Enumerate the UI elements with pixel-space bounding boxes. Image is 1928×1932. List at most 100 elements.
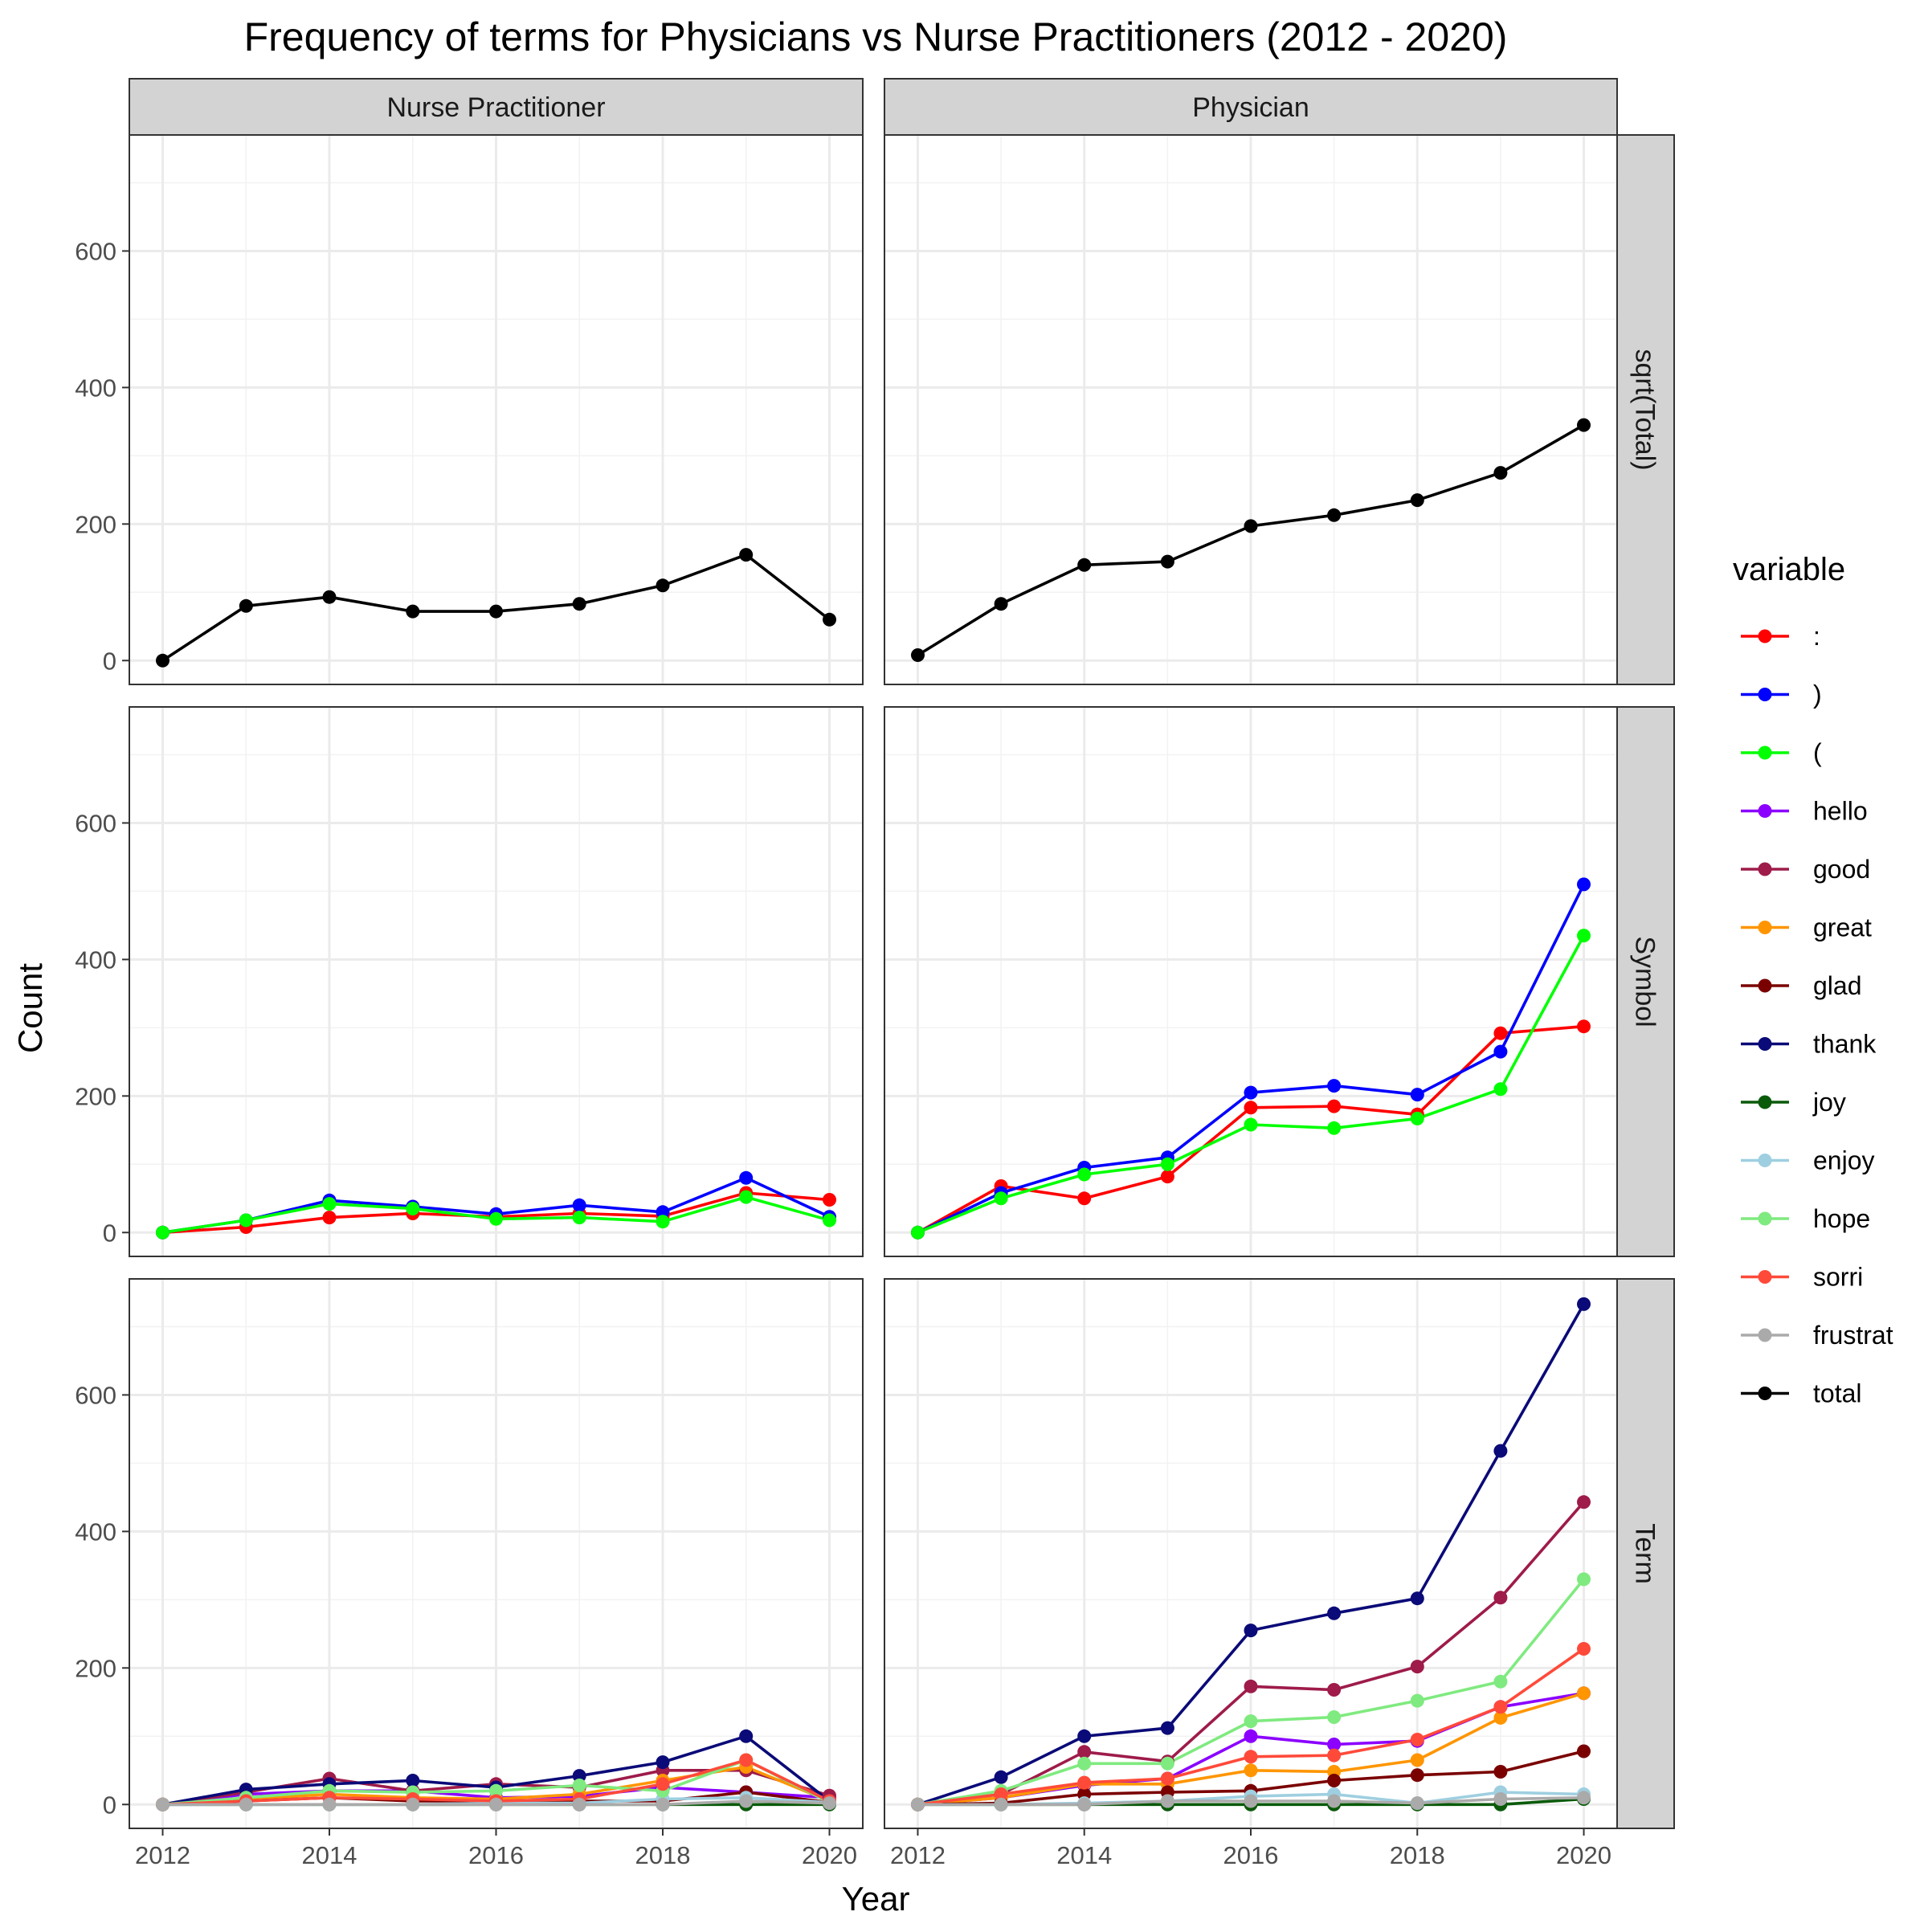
legend-item: sorri (1741, 1263, 1863, 1292)
data-point-good (1327, 1683, 1342, 1697)
data-point-total (823, 612, 836, 627)
row-strip-background (1616, 1278, 1675, 1829)
data-point-( (406, 1202, 420, 1215)
data-point-thank (1244, 1624, 1258, 1638)
column-strip-label: Physician (1192, 92, 1309, 123)
panel-border (129, 134, 864, 685)
data-point-hope (1327, 1710, 1342, 1724)
data-point-( (911, 1225, 925, 1240)
data-point-frustrat (656, 1797, 670, 1812)
data-point-: (1077, 1191, 1092, 1206)
legend-label: sorri (1813, 1263, 1863, 1292)
data-point-sorri (739, 1753, 754, 1767)
legend-key-point (1758, 1328, 1772, 1342)
data-point-( (1077, 1167, 1092, 1182)
data-point-great (1244, 1763, 1258, 1778)
x-tick-label: 2018 (1390, 1841, 1445, 1869)
row-strip-label: Term (1630, 1523, 1660, 1584)
data-point-( (489, 1211, 503, 1226)
legend-key-point (1758, 1211, 1772, 1226)
panel (884, 706, 1618, 1257)
data-point-thank (1160, 1721, 1174, 1735)
legend-label: total (1813, 1379, 1861, 1408)
legend-key-point (1758, 1095, 1772, 1109)
legend-label: : (1813, 622, 1820, 651)
row-strip-background (1616, 706, 1675, 1257)
legend-key-point (1758, 1037, 1772, 1051)
data-point-frustrat (1077, 1797, 1092, 1812)
legend-label: ( (1813, 738, 1822, 767)
data-point-total (1160, 554, 1174, 569)
panel (884, 1278, 1618, 1829)
column-strip: Nurse Practitioner (129, 78, 864, 136)
data-point-sorri (1327, 1748, 1342, 1762)
data-point-( (1160, 1157, 1174, 1171)
data-point-thank (1577, 1297, 1591, 1311)
legend-item: ) (1741, 680, 1822, 709)
data-point-frustrat (739, 1794, 754, 1808)
data-point-: (1244, 1101, 1258, 1115)
data-point-glad (1410, 1768, 1424, 1783)
data-point-good (1410, 1660, 1424, 1674)
data-point-great (1577, 1686, 1591, 1701)
data-point-frustrat (322, 1797, 337, 1812)
data-point-( (823, 1213, 836, 1227)
y-tick-label: 200 (75, 1082, 116, 1110)
data-point-total (239, 598, 253, 613)
data-point-total (1077, 558, 1092, 572)
data-point-thank (1077, 1729, 1092, 1743)
data-point-hope (1577, 1572, 1591, 1587)
data-point-) (1493, 1044, 1508, 1059)
legend-title: variable (1733, 552, 1845, 587)
data-point-thank (572, 1769, 586, 1783)
y-tick-label: 400 (75, 374, 116, 402)
data-point-( (1327, 1121, 1342, 1135)
data-point-: (322, 1211, 337, 1225)
panel (129, 1278, 864, 1829)
x-tick-label: 2020 (802, 1841, 857, 1869)
data-point-frustrat (1327, 1794, 1342, 1808)
y-axis-title: Count (11, 963, 49, 1053)
data-point-: (1493, 1026, 1508, 1040)
data-point-hope (572, 1779, 586, 1792)
data-point-frustrat (156, 1797, 170, 1812)
data-point-thank (1493, 1444, 1508, 1458)
panel (129, 134, 864, 685)
data-point-glad (1493, 1765, 1508, 1779)
legend-label: hello (1813, 797, 1868, 826)
data-point-total (1244, 519, 1258, 533)
column-strip-background (129, 78, 864, 136)
data-point-hope (489, 1783, 503, 1798)
data-point-( (1577, 929, 1591, 943)
row-strip-label: sqrt(Total) (1630, 349, 1660, 470)
data-point-total (911, 648, 925, 662)
x-tick-label: 2018 (635, 1841, 691, 1869)
data-point-: (823, 1193, 836, 1207)
legend-item: : (1741, 622, 1820, 651)
data-point-thank (656, 1755, 670, 1770)
data-point-glad (1577, 1744, 1591, 1758)
panel (129, 706, 864, 1257)
data-point-hello (1327, 1738, 1342, 1751)
data-point-: (1327, 1099, 1342, 1113)
data-point-hello (1244, 1729, 1258, 1743)
x-tick-label: 2016 (468, 1841, 524, 1869)
legend-label: enjoy (1813, 1146, 1875, 1175)
data-point-total (739, 548, 754, 562)
data-point-( (239, 1213, 253, 1227)
x-tick-label: 2012 (135, 1841, 190, 1869)
data-point-) (572, 1198, 586, 1212)
data-point-thank (739, 1729, 754, 1743)
data-point-( (1410, 1111, 1424, 1125)
data-point-( (322, 1197, 337, 1211)
x-tick-label: 2014 (1056, 1841, 1112, 1869)
legend-label: ) (1813, 680, 1822, 709)
data-point-frustrat (1160, 1794, 1174, 1808)
row-strip: sqrt(Total) (1616, 134, 1675, 685)
data-point-sorri (1244, 1750, 1258, 1764)
data-point-sorri (994, 1787, 1008, 1801)
legend-label: thank (1813, 1030, 1877, 1059)
data-point-( (1493, 1082, 1508, 1097)
y-tick-label: 200 (75, 1654, 116, 1682)
data-point-) (1244, 1085, 1258, 1100)
